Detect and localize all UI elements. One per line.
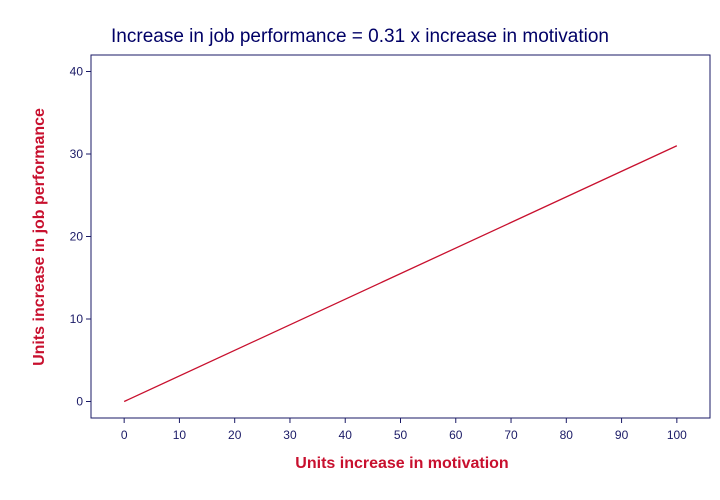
- series-layer: [123, 145, 678, 403]
- x-tick-label: 30: [283, 428, 297, 442]
- y-axis: 0 10 20 30 40: [70, 65, 91, 409]
- series-line: [123, 145, 678, 403]
- x-tick-label: 80: [560, 428, 574, 442]
- x-tick-label: 90: [615, 428, 629, 442]
- y-tick-label: 10: [70, 312, 84, 326]
- x-tick-label: 20: [228, 428, 242, 442]
- x-axis: 0 10 20 30 40 50 60 70 80 90 100: [121, 418, 687, 442]
- x-tick-label: 40: [339, 428, 353, 442]
- y-axis-label: Units increase in job performance: [31, 108, 48, 366]
- x-tick-label: 10: [173, 428, 187, 442]
- y-tick-label: 0: [76, 395, 83, 409]
- chart-title: Increase in job performance = 0.31 x inc…: [111, 26, 609, 47]
- x-tick-label: 50: [394, 428, 408, 442]
- x-tick-label: 60: [449, 428, 463, 442]
- x-tick-label: 70: [504, 428, 518, 442]
- y-tick-label: 40: [70, 65, 84, 79]
- x-tick-label: 0: [121, 428, 128, 442]
- plot-frame: [90, 54, 711, 419]
- x-tick-label: 100: [667, 428, 687, 442]
- y-tick-label: 20: [70, 230, 84, 244]
- y-tick-label: 30: [70, 147, 84, 161]
- x-axis-label: Units increase in motivation: [295, 455, 508, 472]
